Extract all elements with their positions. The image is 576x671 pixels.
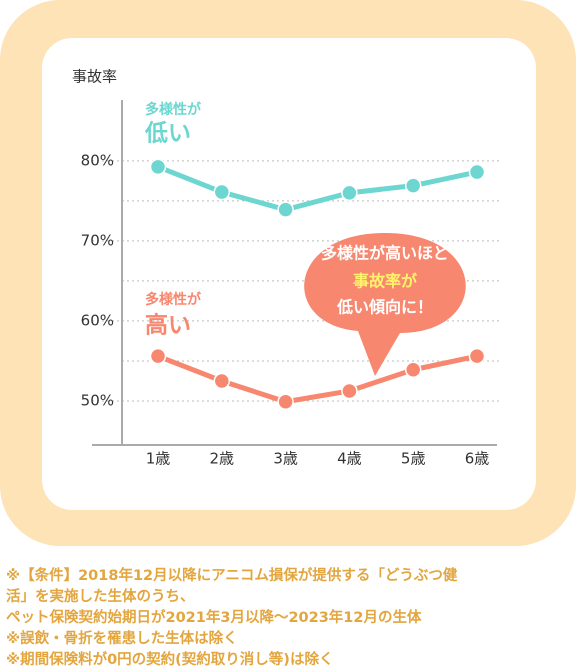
y-axis-label: 事故率: [72, 68, 117, 86]
x-tick-label: 4歳: [337, 450, 362, 468]
footnote-line: ペット保険契約始期日が2021年3月以降～2023年12月の生体: [6, 610, 422, 626]
x-tick-label: 5歳: [401, 450, 426, 468]
callout-bubble: [304, 233, 466, 376]
x-tick-label: 2歳: [210, 450, 235, 468]
inner-panel: [42, 38, 536, 510]
callout-text: 多様性が高いほど: [321, 244, 449, 263]
data-point: [404, 177, 422, 194]
data-point: [213, 183, 231, 201]
callout-text: 事故率が: [353, 272, 417, 291]
x-tick-label: 1歳: [146, 450, 171, 468]
series-label: 多様性が: [145, 291, 202, 308]
y-tick-label: 70%: [81, 231, 114, 249]
y-tick-label: 60%: [81, 311, 114, 329]
data-point: [404, 361, 422, 379]
data-point: [277, 393, 294, 411]
footnote-line: ※【条件】2018年12月以降にアニコム損保が提供する「どうぶつ健: [6, 568, 458, 584]
data-point: [468, 347, 486, 365]
series-label: 低い: [144, 121, 191, 147]
data-point: [341, 184, 358, 202]
footnote-line: 活」を実施した生体のうち、: [6, 589, 195, 605]
series-line: [157, 164, 478, 213]
callout-text: 低い傾向に！: [336, 298, 433, 317]
data-point: [149, 158, 167, 176]
footnotes: ※【条件】2018年12月以降にアニコム損保が提供する「どうぶつ健 活」を実施した…: [6, 566, 572, 671]
data-point: [277, 201, 294, 218]
y-tick-label: 50%: [81, 391, 114, 409]
data-point: [468, 163, 486, 181]
chart: 事故率 80%70%60%50%1歳 2歳 3歳 4歳 5歳 6歳多様性が低い多様性が高い…: [0, 0, 576, 546]
footnote-line: ※誤飲・骨折を罹患した生体は除く: [6, 631, 238, 647]
series-line: [157, 353, 478, 405]
data-point: [341, 382, 358, 400]
x-tick-label: 6歳: [465, 450, 490, 468]
series-label: 多様性が: [145, 101, 202, 118]
data-point: [149, 347, 167, 365]
x-tick-label: 3歳: [273, 450, 298, 468]
data-point: [213, 372, 231, 390]
y-tick-label: 80%: [81, 151, 114, 169]
footnote-line: ※期間保険料が0円の契約(契約取り消し等)は除く: [6, 652, 334, 668]
series-label: 高い: [145, 312, 191, 339]
